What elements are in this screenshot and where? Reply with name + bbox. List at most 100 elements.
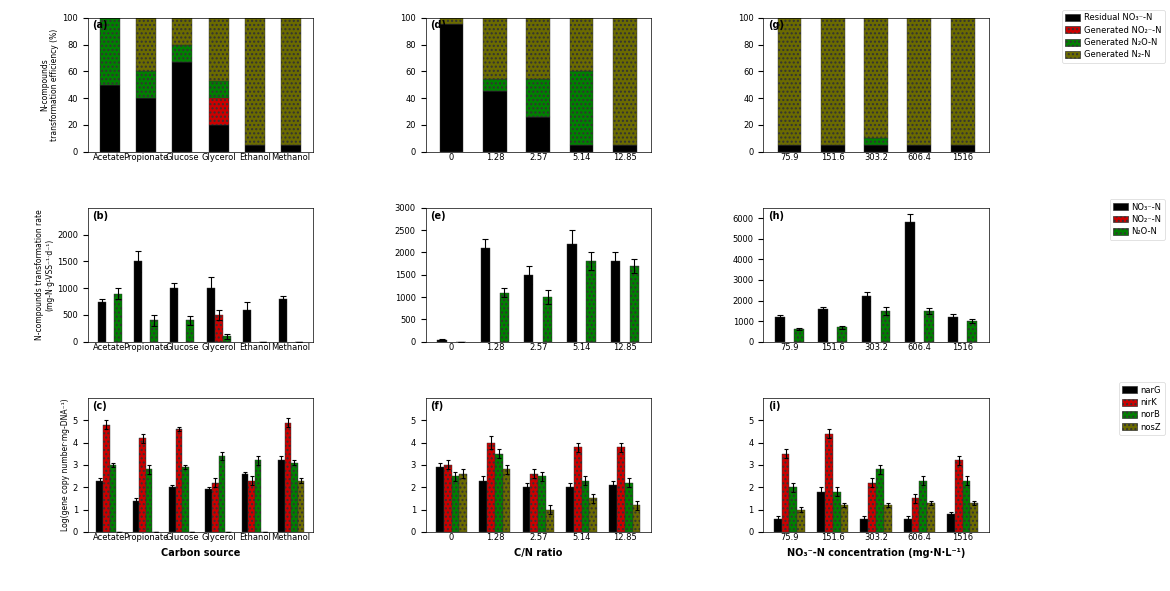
Bar — [443, 465, 452, 532]
Text: (c): (c) — [92, 401, 106, 411]
Bar — [242, 474, 248, 532]
Bar — [136, 72, 156, 98]
Bar — [503, 469, 510, 532]
Bar — [172, 62, 192, 152]
Bar — [526, 79, 550, 117]
Bar — [617, 447, 625, 532]
Bar — [906, 222, 915, 342]
Bar — [775, 317, 785, 342]
Bar — [440, 24, 463, 152]
Bar — [99, 85, 119, 152]
X-axis label: Carbon source: Carbon source — [160, 548, 240, 558]
Bar — [113, 294, 122, 342]
Bar — [821, 18, 845, 145]
Bar — [611, 261, 620, 342]
Bar — [819, 309, 828, 342]
Bar — [581, 480, 590, 532]
Bar — [170, 487, 175, 532]
Bar — [99, 18, 119, 85]
Bar — [243, 310, 250, 342]
Bar — [483, 92, 507, 152]
Legend: Residual NO₃⁻-N, Generated NO₂⁻-N, Generated N₂O-N, Generated N₂-N: Residual NO₃⁻-N, Generated NO₂⁻-N, Gener… — [1062, 10, 1164, 63]
Bar — [865, 138, 888, 145]
Bar — [487, 443, 495, 532]
Bar — [222, 336, 230, 342]
Bar — [951, 145, 975, 152]
Bar — [794, 329, 804, 342]
Bar — [297, 480, 304, 532]
Bar — [970, 503, 978, 532]
Bar — [778, 145, 801, 152]
Bar — [139, 438, 146, 532]
Bar — [208, 80, 228, 98]
Bar — [633, 505, 640, 532]
Bar — [951, 18, 975, 145]
Bar — [963, 480, 970, 532]
X-axis label: C/N ratio: C/N ratio — [514, 548, 563, 558]
Bar — [949, 317, 958, 342]
Bar — [523, 487, 530, 532]
Bar — [876, 469, 883, 532]
Bar — [613, 18, 636, 145]
Bar — [172, 18, 192, 44]
Bar — [460, 474, 467, 532]
Bar — [566, 487, 573, 532]
Text: (f): (f) — [431, 401, 443, 411]
Bar — [97, 301, 105, 342]
Bar — [625, 483, 633, 532]
Bar — [214, 315, 222, 342]
Bar — [865, 18, 888, 138]
Text: (a): (a) — [92, 21, 108, 30]
Bar — [208, 125, 228, 152]
Bar — [284, 423, 291, 532]
Text: (d): (d) — [431, 21, 446, 30]
Bar — [586, 261, 596, 342]
Bar — [526, 18, 550, 79]
Bar — [538, 476, 546, 532]
Bar — [500, 293, 509, 342]
Bar — [219, 456, 225, 532]
Bar — [280, 299, 287, 342]
Bar — [440, 18, 463, 24]
Bar — [96, 480, 103, 532]
Bar — [245, 145, 264, 152]
X-axis label: NO₃⁻-N concentration (mg·N·L⁻¹): NO₃⁻-N concentration (mg·N·L⁻¹) — [787, 548, 965, 558]
Text: (b): (b) — [92, 210, 109, 220]
Bar — [186, 320, 194, 342]
Bar — [613, 145, 636, 152]
Bar — [821, 145, 845, 152]
Bar — [452, 476, 460, 532]
Bar — [206, 489, 212, 532]
Bar — [570, 145, 593, 152]
Bar — [797, 509, 805, 532]
Bar — [495, 454, 503, 532]
Text: (e): (e) — [431, 210, 446, 220]
Bar — [610, 485, 617, 532]
Bar — [136, 18, 156, 72]
Bar — [840, 505, 848, 532]
Bar — [208, 18, 228, 80]
Bar — [207, 288, 214, 342]
Bar — [790, 487, 797, 532]
Bar — [438, 340, 447, 342]
Bar — [278, 460, 284, 532]
Bar — [825, 434, 833, 532]
Bar — [629, 266, 639, 342]
Bar — [170, 288, 178, 342]
Bar — [860, 518, 868, 532]
Bar — [483, 18, 507, 79]
Bar — [862, 297, 872, 342]
Bar — [483, 79, 507, 92]
Bar — [924, 311, 934, 342]
Bar — [480, 480, 487, 532]
Bar — [590, 498, 597, 532]
Bar — [526, 117, 550, 152]
Bar — [968, 321, 977, 342]
Bar — [865, 145, 888, 152]
Bar — [133, 261, 142, 342]
Bar — [255, 460, 261, 532]
Y-axis label: N-compounds
transformation efficiency (%): N-compounds transformation efficiency (%… — [40, 28, 60, 141]
Bar — [281, 145, 301, 152]
Text: (i): (i) — [768, 401, 780, 411]
Bar — [773, 518, 782, 532]
